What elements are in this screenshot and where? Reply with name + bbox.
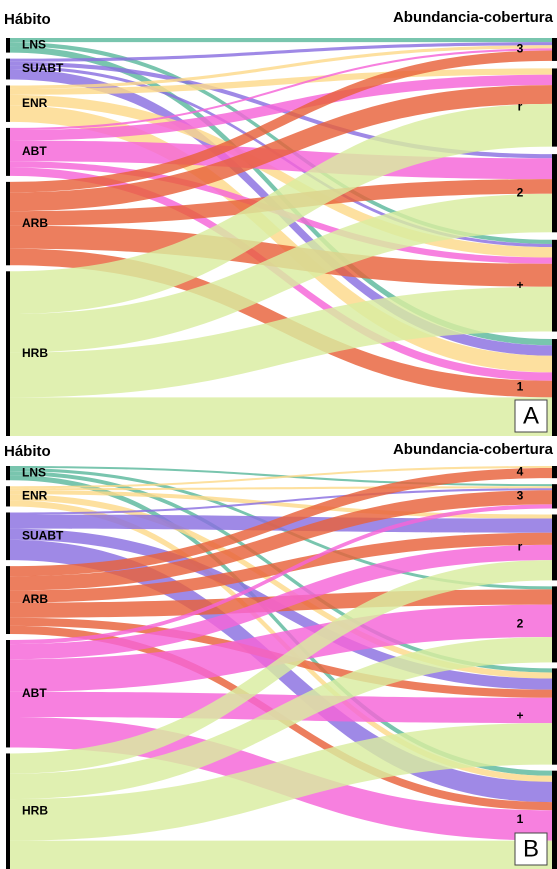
left-node-bar [6, 271, 10, 436]
left-node-label: HRB [22, 803, 48, 817]
flow [10, 544, 552, 660]
flow [10, 532, 552, 603]
flow [10, 45, 552, 89]
right-node-bar [552, 68, 557, 147]
left-node-bar [6, 181, 10, 266]
panel-label: A [523, 402, 539, 429]
left-title: Hábito [4, 11, 51, 28]
flow [10, 488, 552, 515]
right-node-bar [552, 514, 557, 581]
left-node-label: ARB [22, 216, 48, 230]
left-node-label: ARB [22, 592, 48, 606]
left-node-bar [6, 566, 10, 635]
panel-label: B [523, 835, 539, 862]
flow [10, 60, 552, 272]
flow [10, 475, 552, 776]
left-node-label: LNS [22, 37, 46, 51]
flow [10, 504, 552, 645]
left-node-label: SUABT [22, 528, 64, 542]
left-node-bar [6, 466, 10, 481]
right-node-bar [552, 339, 557, 436]
right-node-label: 4 [517, 464, 524, 478]
flow [10, 494, 552, 679]
left-node-bar [6, 512, 10, 561]
flow [10, 604, 552, 692]
flow [10, 85, 552, 212]
flow [10, 68, 552, 95]
left-node-label: ENR [22, 96, 48, 110]
flow [10, 466, 552, 489]
flow [10, 103, 552, 315]
flow [10, 42, 552, 62]
right-node-bar [552, 770, 557, 869]
right-node-label: + [516, 709, 523, 723]
right-node-label: r [518, 540, 523, 554]
flow [10, 193, 552, 353]
right-node-bar [552, 586, 557, 663]
right-node-label: 1 [517, 380, 524, 394]
right-node-label: r [518, 100, 523, 114]
flow [10, 105, 552, 373]
flow [10, 74, 552, 141]
right-node-label: + [516, 278, 523, 292]
flow [10, 48, 552, 131]
flow [10, 42, 552, 155]
right-node-bar [552, 484, 557, 509]
right-node-label: 3 [517, 488, 524, 502]
right-node-label: 3 [517, 42, 524, 56]
flow [10, 94, 552, 258]
right-node-label: 1 [517, 812, 524, 826]
left-node-bar [6, 486, 10, 507]
right-node-bar [552, 466, 557, 479]
right-node-bar [552, 668, 557, 765]
left-node-bar [6, 85, 10, 122]
flow [10, 140, 552, 180]
left-node-bar [6, 640, 10, 748]
flow [10, 560, 552, 774]
flow [10, 637, 552, 800]
flow [10, 50, 552, 193]
right-node-bar [552, 154, 557, 233]
left-node-label: ABT [22, 144, 47, 158]
panel-box [514, 832, 548, 866]
flow [10, 723, 552, 841]
left-node-bar [6, 127, 10, 176]
left-title: Hábito [4, 443, 51, 460]
flow [10, 466, 552, 487]
right-node-label: 2 [517, 185, 524, 199]
flow [10, 38, 552, 43]
left-node-bar [6, 38, 10, 53]
flow [10, 490, 552, 519]
panel-box [514, 399, 548, 433]
right-node-bar [552, 239, 557, 332]
flow [10, 490, 552, 591]
flow [10, 840, 552, 869]
left-node-bar [6, 753, 10, 869]
left-node-label: ENR [22, 488, 48, 502]
left-node-label: HRB [22, 346, 48, 360]
left-node-label: SUABT [22, 61, 64, 75]
flow [10, 468, 552, 577]
right-node-label: 2 [517, 617, 524, 631]
flow [10, 397, 552, 436]
right-node-bar [552, 38, 557, 61]
right-title: Abundancia-cobertura [393, 9, 554, 26]
right-title: Abundancia-cobertura [393, 441, 554, 458]
flow [10, 286, 552, 398]
left-node-bar [6, 58, 10, 80]
left-node-label: LNS [22, 465, 46, 479]
left-node-label: ABT [22, 686, 47, 700]
